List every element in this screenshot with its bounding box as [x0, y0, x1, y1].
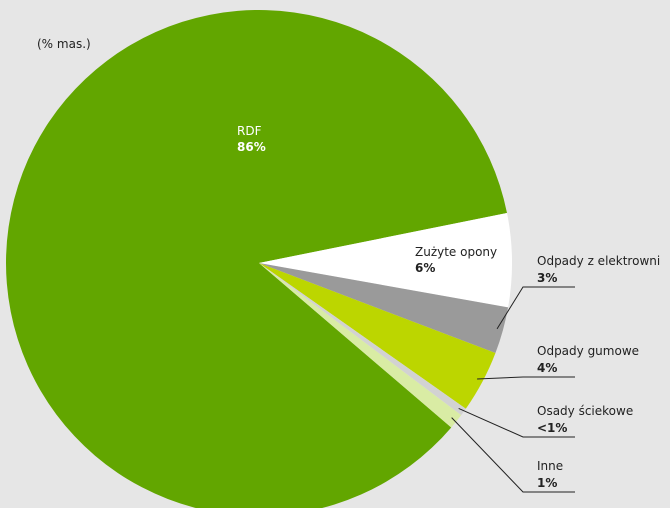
slice-value: 3% — [537, 271, 557, 285]
leader-line — [451, 417, 575, 493]
leader-line — [496, 286, 575, 330]
slice-value: 86% — [237, 140, 266, 154]
slice-value: 4% — [537, 361, 557, 375]
labels: RDF 86% Zużyte opony 6% Odpady z elektrowni 3… — [237, 124, 660, 493]
slice-label: Inne — [537, 459, 563, 473]
pie-slice — [259, 263, 462, 428]
slice-label: Zużyte opony — [415, 245, 497, 259]
pie-slice — [259, 263, 496, 409]
slice-label: Odpady gumowe — [537, 344, 639, 358]
slice-label: Osady ściekowe — [537, 404, 633, 418]
unit-label: (% mas.) — [37, 37, 91, 51]
slice-value: 1% — [537, 476, 557, 490]
leader-line — [458, 407, 575, 438]
pie-slice — [259, 212, 512, 308]
slice-value: <1% — [537, 421, 567, 435]
slice-label: Odpady z elektrowni — [537, 254, 660, 268]
pie-slice — [6, 10, 508, 508]
pie-slice — [259, 263, 509, 354]
pie-slice — [259, 263, 466, 416]
leader-line — [477, 376, 575, 380]
slice-value: 6% — [415, 261, 435, 275]
slice-label: RDF — [237, 124, 262, 138]
pie — [6, 10, 512, 508]
